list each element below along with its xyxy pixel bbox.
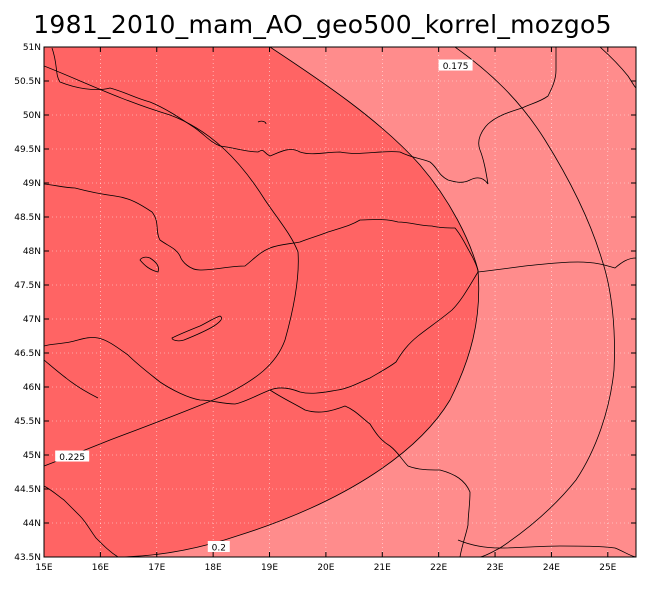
high-correlation-zone (44, 47, 479, 557)
lat-tick-label: 45N (23, 451, 41, 461)
lat-tick-label: 44.5N (14, 485, 41, 495)
contour-0.175 (454, 47, 615, 557)
lat-tick-label: 48N (23, 247, 41, 257)
grid-lines (44, 47, 636, 557)
lat-tick-label: 46N (23, 383, 41, 393)
contour-label-box (438, 59, 473, 71)
lake-balaton (171, 315, 222, 342)
border-line (477, 257, 636, 273)
plot-area: 0.175 0.225 0.2 (44, 47, 636, 557)
lon-tick-label: 16E (92, 563, 109, 573)
contour-lines (44, 47, 615, 557)
axis-ticks (43, 46, 636, 558)
border-line (44, 359, 99, 399)
lat-tick-label: 43.5N (14, 553, 41, 563)
contour-label-text: 0.2 (212, 543, 226, 553)
lat-tick-label: 47.5N (14, 281, 41, 291)
contour-label-text: 0.225 (59, 453, 85, 463)
lon-tick-label: 17E (148, 563, 165, 573)
lat-tick-label: 46.5N (14, 349, 41, 359)
border-line (599, 47, 636, 89)
country-borders (44, 47, 636, 557)
lat-tick-label: 51N (23, 43, 41, 53)
contour-0.225 (44, 65, 299, 467)
lat-tick-label: 45.5N (14, 417, 41, 427)
border-line (457, 539, 636, 557)
lon-tick-label: 24E (543, 563, 560, 573)
contour-labels: 0.175 0.225 0.2 (55, 59, 473, 553)
lon-tick-label: 19E (261, 563, 278, 573)
border-line (44, 183, 479, 273)
map-title: 1981_2010_mam_AO_geo500_korrel_mozgo5 (33, 10, 612, 39)
border-line (44, 485, 119, 557)
lat-tick-label: 44N (23, 519, 41, 529)
lon-tick-label: 15E (35, 563, 52, 573)
contour-label: 0.2 (207, 540, 230, 553)
contour-label: 0.175 (438, 59, 473, 72)
lat-tick-label: 47N (23, 315, 41, 325)
lon-tick-label: 20E (317, 563, 334, 573)
contour-0.2 (114, 47, 480, 557)
border-line (51, 47, 557, 185)
border-line (139, 256, 159, 273)
lon-tick-label: 25E (599, 563, 616, 573)
lat-tick-label: 49.5N (14, 145, 41, 155)
lon-tick-label: 18E (205, 563, 222, 573)
contour-label: 0.225 (55, 450, 90, 463)
border-line (257, 120, 267, 125)
contour-label-box (207, 540, 230, 552)
lon-tick-label: 22E (430, 563, 447, 573)
lon-tick-label: 21E (374, 563, 391, 573)
axis-tick-labels: 15E 16E 17E 18E 19E 20E 21E 22E 23E 24E 25E 43.5N 44… (14, 43, 616, 573)
plot-frame (43, 46, 637, 558)
border-line (269, 389, 471, 557)
lat-tick-label: 49N (23, 179, 41, 189)
lon-tick-label: 23E (486, 563, 503, 573)
contour-label-box (55, 450, 90, 462)
contour-label-text: 0.175 (443, 62, 469, 72)
lat-tick-label: 48.5N (14, 213, 41, 223)
lat-tick-label: 50N (23, 111, 41, 121)
lat-tick-label: 50.5N (14, 77, 41, 87)
